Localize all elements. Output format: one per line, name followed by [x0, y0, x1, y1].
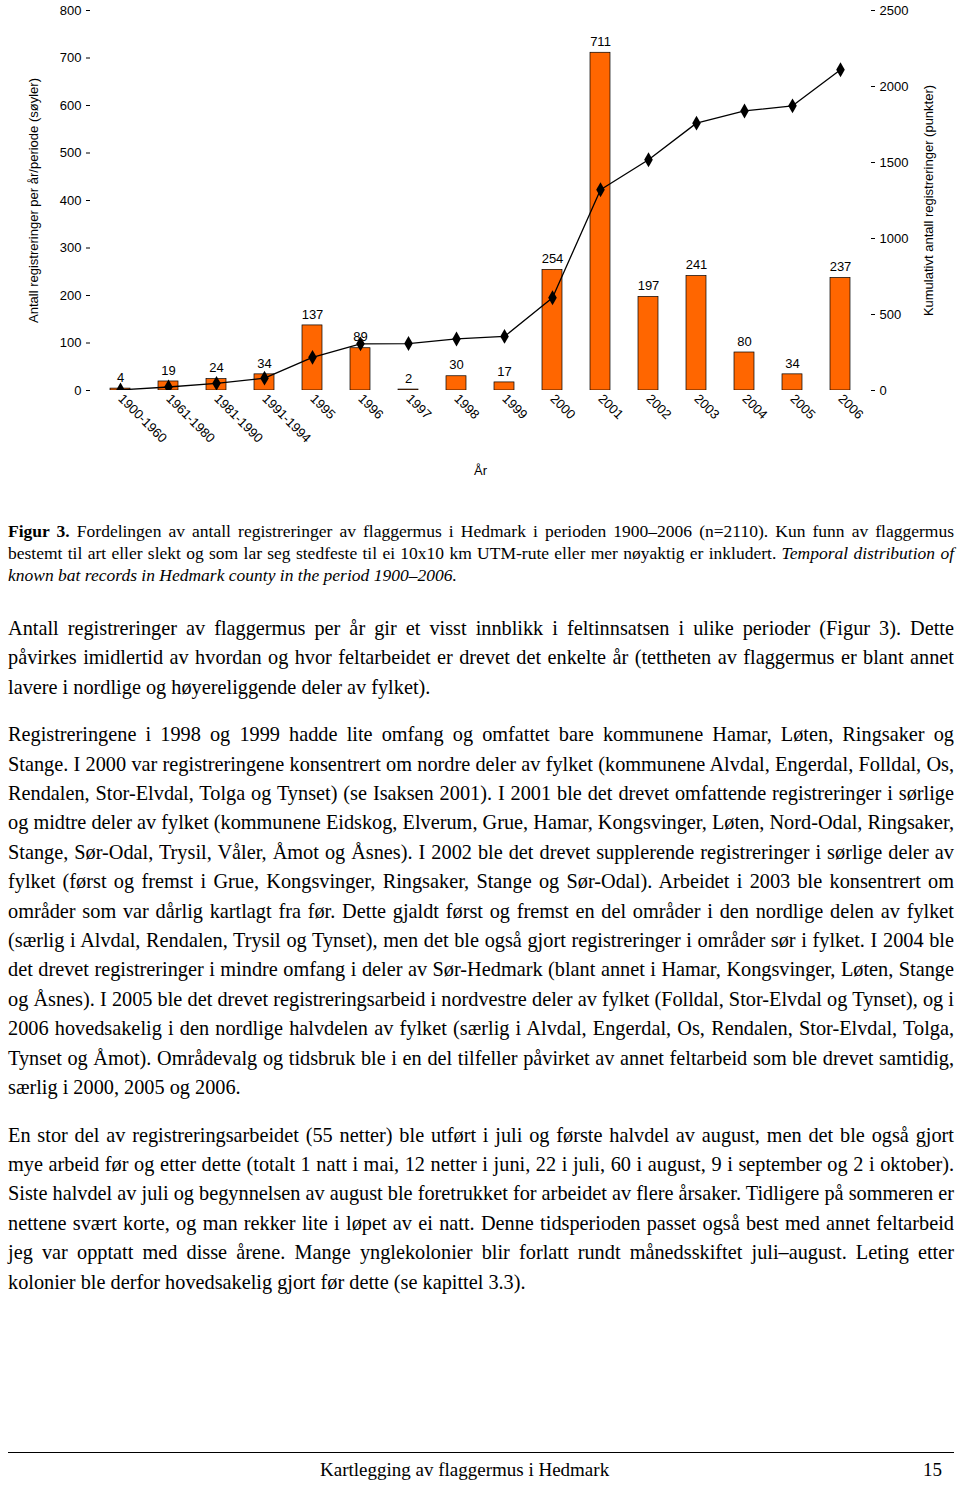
- html-text:Antall registreringer av flagg: Antall registreringer av flaggermus per …: [8, 617, 954, 698]
- svg-text:500: 500: [880, 307, 902, 322]
- svg-text:254: 254: [542, 251, 564, 266]
- svg-text:1997: 1997: [403, 391, 434, 422]
- svg-text:34: 34: [785, 356, 799, 371]
- svg-text:500: 500: [60, 145, 82, 160]
- html-text:Kartlegging av flaggermus i He: Kartlegging av flaggermus i Hedmark: [320, 1459, 610, 1480]
- svg-text:1991-1994: 1991-1994: [259, 391, 314, 446]
- svg-text:600: 600: [60, 98, 82, 113]
- svg-text:24: 24: [209, 360, 223, 375]
- svg-text:2004: 2004: [739, 391, 770, 422]
- svg-text:1000: 1000: [880, 231, 909, 246]
- svg-text:400: 400: [60, 193, 82, 208]
- svg-text:237: 237: [830, 259, 852, 274]
- html-text:Registreringene i 1998 og 1999: Registreringene i 1998 og 1999 hadde lit…: [8, 723, 954, 1099]
- html-text:15: 15: [923, 1459, 942, 1480]
- svg-text:80: 80: [737, 334, 751, 349]
- svg-text:1900-1960: 1900-1960: [115, 391, 170, 446]
- svg-text:89: 89: [353, 329, 368, 345]
- svg-text:2003: 2003: [691, 391, 722, 422]
- svg-text:700: 700: [60, 50, 82, 65]
- svg-text:1981-1990: 1981-1990: [211, 391, 266, 446]
- svg-text:2002: 2002: [643, 391, 674, 422]
- svg-text:17: 17: [497, 364, 511, 379]
- svg-text:2001: 2001: [595, 391, 626, 422]
- svg-text:2005: 2005: [787, 391, 818, 422]
- svg-text:Kumulativt antall registrering: Kumulativt antall registreringer (punkte…: [921, 85, 936, 316]
- svg-text:1998: 1998: [451, 391, 482, 422]
- svg-text:711: 711: [590, 34, 611, 49]
- svg-text:1500: 1500: [880, 155, 909, 170]
- svg-text:19: 19: [161, 363, 175, 378]
- html-text:En stor del av registreringsar: En stor del av registreringsarbeidet (55…: [8, 1123, 954, 1293]
- svg-text:30: 30: [449, 357, 463, 372]
- svg-text:137: 137: [302, 307, 324, 322]
- svg-text:2000: 2000: [880, 79, 909, 94]
- svg-text:2: 2: [405, 371, 412, 386]
- svg-text:100: 100: [60, 335, 82, 350]
- svg-text:197: 197: [638, 278, 660, 293]
- svg-text:800: 800: [60, 3, 82, 18]
- svg-text:1961-1980: 1961-1980: [163, 391, 218, 446]
- html-text:Figur 3. Fordelingen av antall: Figur 3. Fordelingen av antall registrer…: [8, 521, 954, 585]
- svg-text:2500: 2500: [880, 3, 909, 18]
- svg-text:2000: 2000: [547, 391, 578, 422]
- svg-text:241: 241: [686, 257, 708, 272]
- svg-text:Antall registreringer per år/p: Antall registreringer per år/periode (sø…: [26, 78, 41, 323]
- svg-text:1996: 1996: [355, 391, 386, 422]
- svg-text:2006: 2006: [835, 391, 866, 422]
- svg-text:1999: 1999: [499, 391, 530, 422]
- svg-text:200: 200: [60, 288, 82, 303]
- svg-text:4: 4: [116, 369, 125, 385]
- svg-text:34: 34: [257, 356, 271, 371]
- svg-text:1995: 1995: [307, 391, 338, 422]
- svg-text:År: År: [474, 463, 488, 478]
- svg-text:0: 0: [880, 383, 887, 398]
- svg-text:300: 300: [60, 240, 82, 255]
- svg-text:0: 0: [74, 383, 81, 398]
